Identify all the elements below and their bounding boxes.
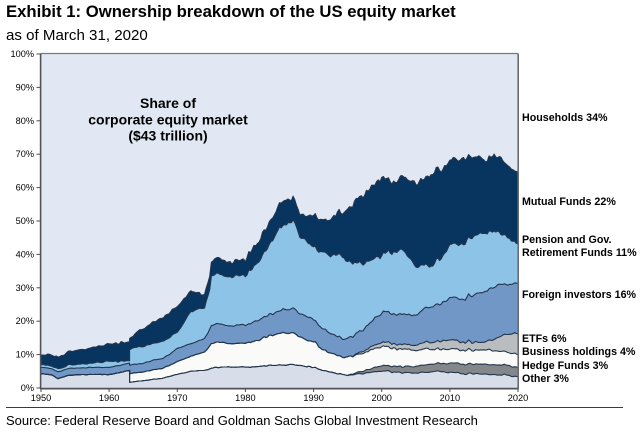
svg-text:80%: 80% (16, 116, 34, 126)
svg-text:40%: 40% (16, 249, 34, 259)
svg-text:corporate equity market: corporate equity market (88, 112, 248, 128)
svg-text:60%: 60% (16, 183, 34, 193)
svg-text:30%: 30% (16, 283, 34, 293)
svg-text:1980: 1980 (235, 393, 255, 403)
svg-text:2010: 2010 (440, 393, 460, 403)
svg-text:1960: 1960 (99, 393, 119, 403)
svg-text:50%: 50% (16, 216, 34, 226)
svg-text:90%: 90% (16, 82, 34, 92)
svg-text:0%: 0% (21, 383, 34, 393)
svg-text:10%: 10% (16, 350, 34, 360)
svg-text:2020: 2020 (508, 393, 528, 403)
svg-text:100%: 100% (11, 49, 35, 59)
svg-text:1990: 1990 (303, 393, 323, 403)
svg-text:1950: 1950 (31, 393, 51, 403)
svg-text:Share of: Share of (140, 95, 196, 111)
svg-text:1970: 1970 (167, 393, 187, 403)
svg-text:2000: 2000 (371, 393, 391, 403)
svg-text:($43 trillion): ($43 trillion) (128, 128, 207, 144)
svg-text:20%: 20% (16, 316, 34, 326)
svg-text:70%: 70% (16, 149, 34, 159)
